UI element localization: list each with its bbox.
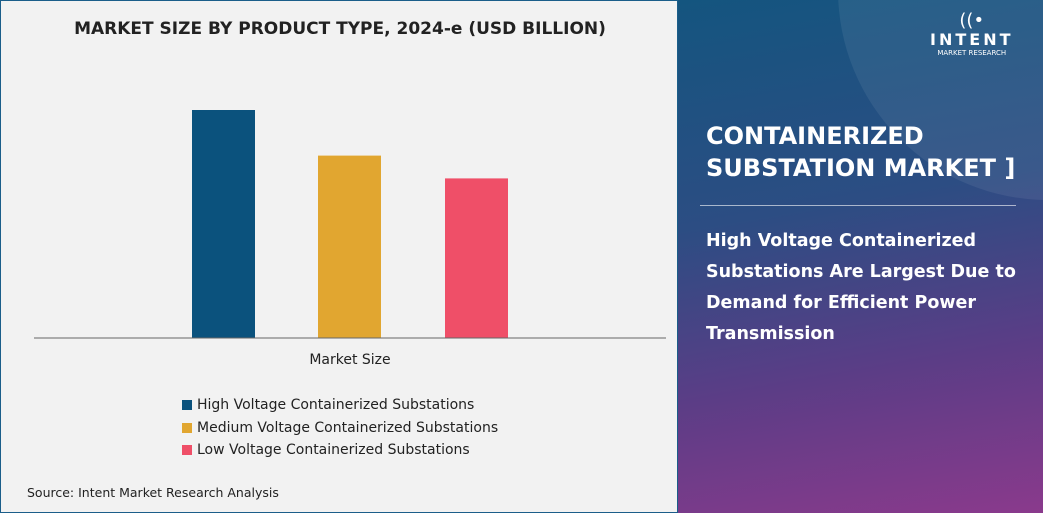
legend-item: High Voltage Containerized Substations bbox=[182, 394, 498, 417]
bar-chart bbox=[34, 110, 666, 339]
legend-label: Low Voltage Containerized Substations bbox=[197, 442, 470, 459]
legend-item: Low Voltage Containerized Substations bbox=[182, 439, 498, 462]
info-panel: ((• INTENT MARKET RESEARCH CONTAINERIZED… bbox=[678, 0, 1043, 513]
legend-label: Medium Voltage Containerized Substations bbox=[197, 419, 499, 436]
x-axis-label: Market Size bbox=[309, 352, 391, 368]
legend-swatch bbox=[182, 422, 192, 433]
bar-1 bbox=[192, 110, 255, 338]
legend: High Voltage Containerized Substations Me… bbox=[182, 394, 498, 462]
legend-swatch bbox=[182, 445, 192, 456]
legend-label: High Voltage Containerized Substations bbox=[197, 397, 475, 414]
chart-title: MARKET SIZE BY PRODUCT TYPE, 2024-e (USD… bbox=[74, 19, 606, 39]
report-title: CONTAINERIZED SUBSTATION MARKET ] bbox=[706, 122, 1016, 182]
legend-item: Medium Voltage Containerized Substations bbox=[182, 417, 498, 440]
intent-logo: ((• INTENT MARKET RESEARCH bbox=[930, 10, 1014, 58]
legend-swatch bbox=[182, 400, 192, 411]
bar-3 bbox=[445, 178, 508, 338]
source-note: Source: Intent Market Research Analysis bbox=[27, 485, 279, 500]
signal-icon: ((• bbox=[959, 10, 985, 31]
chart-panel: MARKET SIZE BY PRODUCT TYPE, 2024-e (USD… bbox=[0, 0, 678, 513]
report-subtitle: High Voltage Containerized Substations A… bbox=[706, 231, 1016, 344]
divider bbox=[700, 205, 1016, 206]
bar-2 bbox=[318, 155, 381, 338]
